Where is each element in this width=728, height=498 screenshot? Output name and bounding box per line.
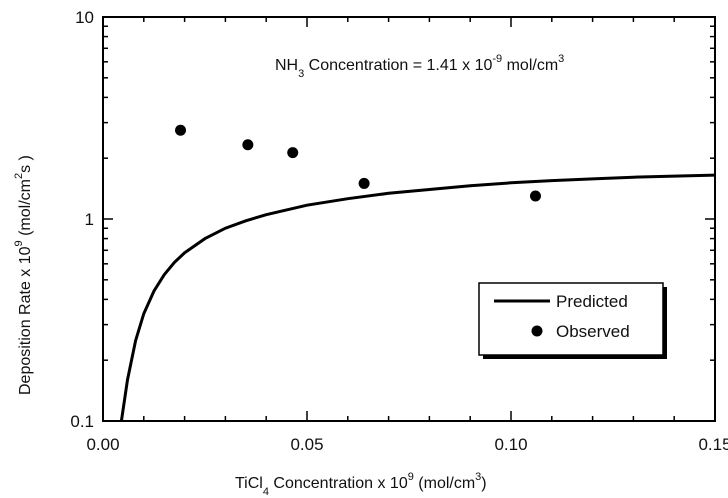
x-tick-label: 0.00 — [86, 435, 119, 454]
x-axis-label: TiCl4 Concentration x 109 (mol/cm3) — [235, 471, 487, 498]
observed-point — [287, 147, 299, 159]
series-layer — [119, 124, 716, 422]
observed-point — [358, 177, 370, 189]
legend-observed-marker — [531, 325, 543, 337]
legend: Predicted Observed — [478, 282, 667, 359]
legend-observed-label: Observed — [556, 322, 630, 341]
predicted-line — [119, 173, 716, 422]
y-tick-label: 10 — [75, 8, 94, 27]
x-tick-label: 0.05 — [290, 435, 323, 454]
legend-box — [478, 282, 664, 356]
nh3-concentration-annotation: NH3 Concentration = 1.41 x 10-9 mol/cm3 — [275, 53, 564, 80]
x-tick-label: 0.15 — [698, 435, 728, 454]
observed-point — [529, 190, 541, 202]
observed-point — [175, 124, 187, 136]
legend-predicted-label: Predicted — [556, 292, 628, 311]
observed-point — [242, 139, 254, 151]
y-tick-label: 0.1 — [70, 412, 94, 431]
y-tick-label: 1 — [85, 210, 94, 229]
x-tick-label: 0.10 — [494, 435, 527, 454]
axis-ticks — [102, 16, 716, 422]
y-axis-label: Deposition Rate x 109 (mol/cm2s ) — [13, 155, 34, 395]
plot-frame — [102, 16, 716, 422]
axis-tick-labels: 0.00 0.05 0.10 0.15 0.1 1 10 — [70, 8, 728, 454]
